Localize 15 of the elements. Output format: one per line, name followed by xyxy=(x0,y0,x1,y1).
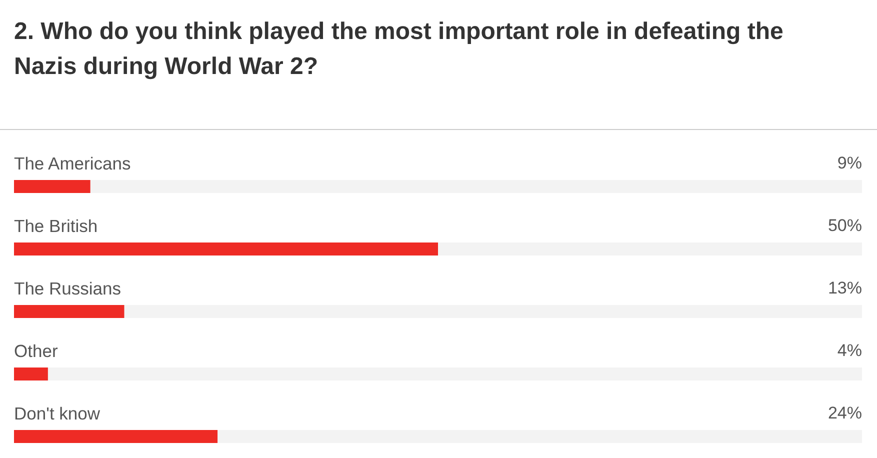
y-tick-label: The British xyxy=(14,216,98,236)
bar xyxy=(14,305,124,318)
chart-title: 2. Who do you think played the most important role in defeating the Nazis during World War 2? xyxy=(14,17,784,82)
y-tick-label: The Americans xyxy=(14,153,131,174)
bar xyxy=(14,430,218,443)
bar xyxy=(14,180,90,193)
y-tick-label: Don't know xyxy=(14,403,100,424)
y-tick-label: The Russians xyxy=(14,278,122,298)
data-label: 24% xyxy=(828,404,862,423)
data-label: 9% xyxy=(837,154,862,173)
data-label: 4% xyxy=(837,341,862,360)
data-label: 50% xyxy=(828,216,862,236)
y-tick-label: Other xyxy=(14,340,58,361)
bar xyxy=(14,368,48,380)
data-label: 13% xyxy=(828,278,862,298)
